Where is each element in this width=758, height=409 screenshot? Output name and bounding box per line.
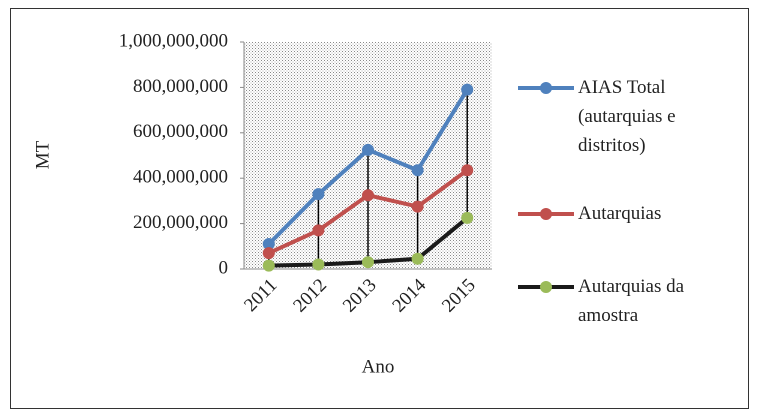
marker	[362, 143, 374, 156]
y-axis-title: MT	[32, 140, 53, 169]
y-tick-label: 1,000,000,000	[119, 30, 228, 51]
marker	[461, 164, 474, 177]
marker	[411, 252, 424, 265]
y-tick-label: 200,000,000	[133, 212, 228, 233]
marker	[461, 83, 474, 96]
marker	[362, 256, 374, 269]
legend-marker	[540, 208, 552, 220]
marker	[262, 238, 275, 251]
marker	[262, 247, 275, 260]
marker	[411, 200, 424, 213]
marker	[262, 259, 275, 272]
marker	[312, 258, 325, 271]
marker	[312, 224, 325, 237]
y-tick-label: 600,000,000	[133, 121, 228, 142]
marker	[411, 164, 424, 177]
legend-label: AIAS Total (autarquias e distritos)	[578, 77, 676, 156]
legend-label: Autarquias da amostra	[578, 276, 685, 326]
marker	[362, 189, 374, 202]
marker	[461, 211, 474, 224]
legend-marker	[540, 281, 552, 293]
legend-label: Autarquias	[578, 203, 662, 224]
y-tick-label: 0	[219, 257, 229, 278]
legend-marker	[540, 82, 552, 94]
y-tick-label: 800,000,000	[133, 76, 228, 97]
y-tick-label: 400,000,000	[133, 167, 228, 188]
x-axis-title: Ano	[362, 356, 395, 377]
marker	[312, 188, 325, 201]
